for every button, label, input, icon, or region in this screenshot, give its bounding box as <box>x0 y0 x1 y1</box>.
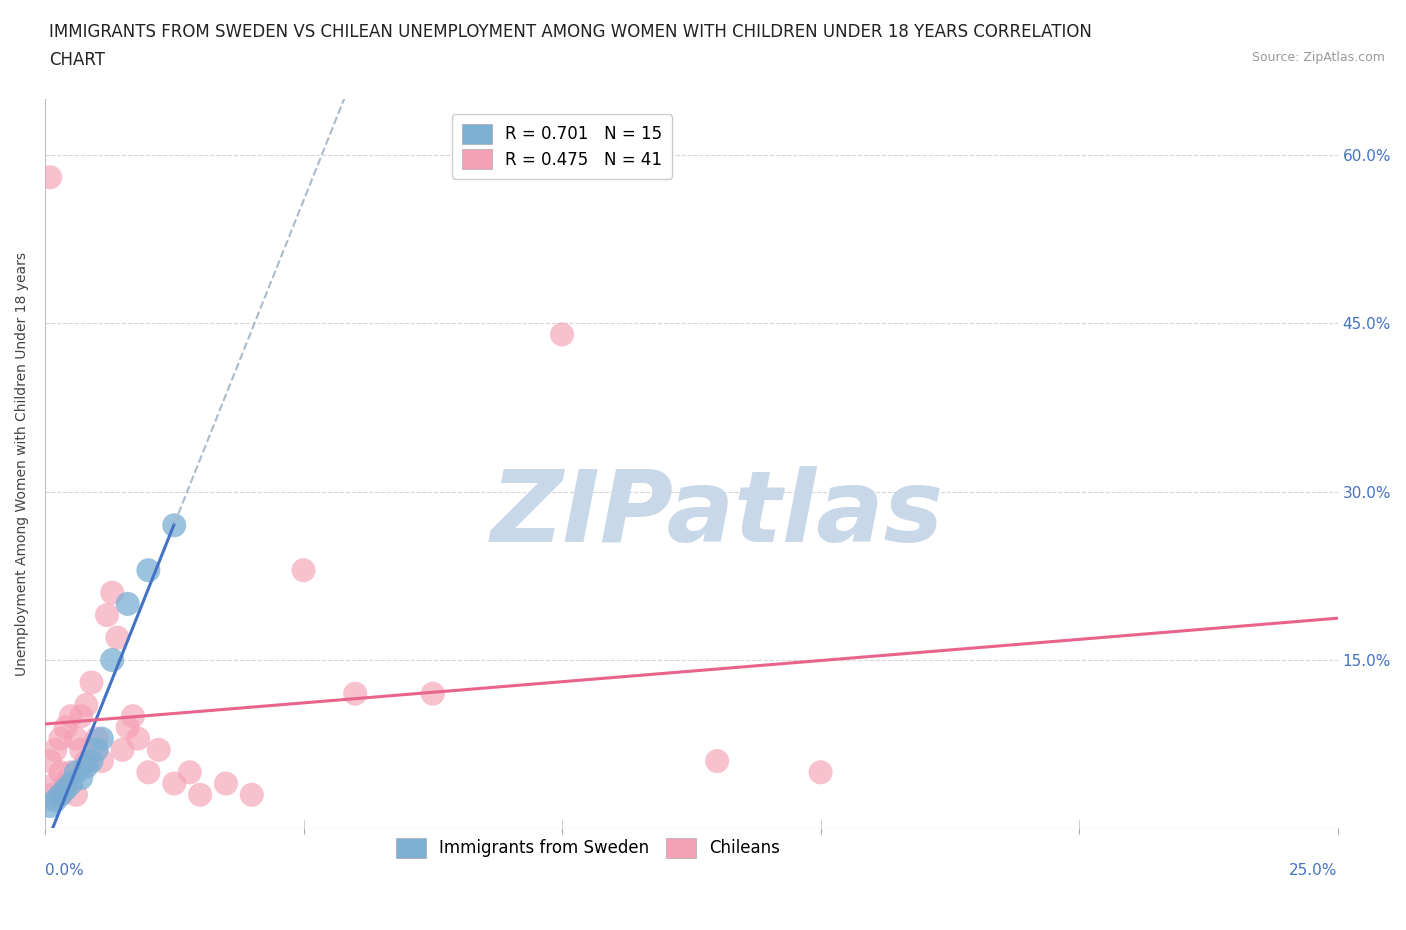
Point <box>138 764 160 779</box>
Point <box>117 596 139 611</box>
Point <box>65 731 87 746</box>
Point <box>86 742 108 757</box>
Point <box>49 788 72 803</box>
Point <box>59 764 82 779</box>
Point <box>55 720 77 735</box>
Point <box>90 753 112 768</box>
Text: ZIPatlas: ZIPatlas <box>491 466 943 564</box>
Point <box>422 686 444 701</box>
Point <box>39 753 62 768</box>
Point <box>215 776 238 790</box>
Point <box>117 720 139 735</box>
Text: CHART: CHART <box>49 51 105 69</box>
Point <box>86 731 108 746</box>
Point <box>240 788 263 803</box>
Point <box>55 782 77 797</box>
Point <box>75 753 97 768</box>
Text: IMMIGRANTS FROM SWEDEN VS CHILEAN UNEMPLOYMENT AMONG WOMEN WITH CHILDREN UNDER 1: IMMIGRANTS FROM SWEDEN VS CHILEAN UNEMPL… <box>49 23 1092 41</box>
Point <box>96 607 118 622</box>
Point <box>138 563 160 578</box>
Point <box>39 788 62 803</box>
Point <box>551 327 574 342</box>
Point <box>55 776 77 790</box>
Point <box>65 764 87 779</box>
Point <box>39 170 62 185</box>
Point <box>70 770 93 785</box>
Point <box>70 742 93 757</box>
Point <box>810 764 832 779</box>
Point <box>292 563 315 578</box>
Point <box>344 686 367 701</box>
Point <box>163 776 186 790</box>
Point <box>111 742 134 757</box>
Point <box>101 653 124 668</box>
Point <box>65 788 87 803</box>
Point <box>59 709 82 724</box>
Point <box>122 709 145 724</box>
Point <box>44 793 66 808</box>
Text: Source: ZipAtlas.com: Source: ZipAtlas.com <box>1251 51 1385 64</box>
Point <box>59 776 82 790</box>
Point <box>49 788 72 803</box>
Point <box>105 631 128 645</box>
Point <box>44 776 66 790</box>
Point <box>75 759 97 774</box>
Text: 0.0%: 0.0% <box>45 863 84 879</box>
Point <box>163 518 186 533</box>
Point <box>188 788 211 803</box>
Point <box>148 742 170 757</box>
Point <box>49 731 72 746</box>
Point <box>179 764 201 779</box>
Point <box>80 675 103 690</box>
Point <box>39 799 62 814</box>
Y-axis label: Unemployment Among Women with Children Under 18 years: Unemployment Among Women with Children U… <box>15 251 30 675</box>
Point <box>70 709 93 724</box>
Text: 25.0%: 25.0% <box>1289 863 1337 879</box>
Point <box>90 731 112 746</box>
Legend: Immigrants from Sweden, Chileans: Immigrants from Sweden, Chileans <box>385 829 790 868</box>
Point <box>75 698 97 712</box>
Point <box>101 585 124 600</box>
Point <box>44 742 66 757</box>
Point <box>127 731 149 746</box>
Point <box>80 753 103 768</box>
Point <box>706 753 728 768</box>
Point <box>49 764 72 779</box>
